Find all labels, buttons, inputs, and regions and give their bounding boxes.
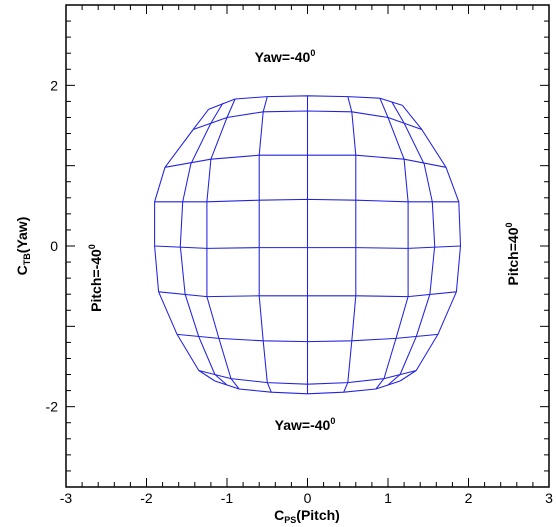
- x-tick-label: 3: [545, 490, 553, 506]
- plot-frame: [65, 4, 550, 488]
- annotation-left-sup: 0: [87, 244, 97, 249]
- annotation-left-text: Pitch=-40: [88, 249, 104, 312]
- series-line-15: [343, 96, 357, 393]
- series-line-12: [206, 98, 240, 390]
- y-axis-label-sub: TB: [22, 253, 32, 265]
- x-tick-label: 0: [304, 490, 312, 506]
- annotation-top-text: Yaw=-40: [255, 49, 311, 65]
- annotation-right-sup: 0: [504, 223, 514, 228]
- annotation-left: Pitch=-400: [87, 244, 104, 312]
- x-tick-label: -1: [221, 490, 234, 506]
- annotation-right: Pitch=400: [504, 223, 521, 286]
- series-lines: [154, 95, 462, 395]
- x-tick-label: 1: [384, 490, 392, 506]
- annotation-bottom: Yaw=-400: [275, 416, 336, 433]
- x-axis-label-rest: (Pitch): [296, 507, 340, 523]
- x-axis-label-main: C: [274, 507, 284, 523]
- series-line-16: [375, 97, 409, 390]
- y-axis-label-rest: (Yaw): [14, 217, 30, 254]
- annotation-top-sup: 0: [310, 48, 315, 58]
- series-line-1: [208, 95, 403, 110]
- y-axis-label-main: C: [14, 265, 30, 275]
- x-tick-label: -2: [140, 490, 153, 506]
- series-line-18: [399, 105, 462, 382]
- tick-labels: -3 -2 -1 0 1 2 3 -2 0 2: [46, 77, 554, 506]
- series-line-4: [154, 198, 459, 203]
- series-line-10: [154, 109, 216, 382]
- annotation-bottom-sup: 0: [330, 416, 335, 426]
- x-axis-label-sub: PS: [284, 515, 296, 525]
- y-tick-label: 2: [50, 77, 58, 93]
- annotation-top: Yaw=-400: [255, 48, 316, 65]
- x-tick-label: -3: [60, 490, 73, 506]
- series-line-11: [179, 102, 228, 386]
- annotation-right-text: Pitch=40: [505, 227, 521, 285]
- y-tick-label: -2: [46, 399, 59, 415]
- y-tick-label: 0: [50, 238, 58, 254]
- y-axis-label: CTB(Yaw): [14, 217, 32, 276]
- series-line-13: [258, 96, 272, 393]
- x-axis-label: CPS(Pitch): [274, 507, 340, 525]
- x-tick-label: 2: [465, 490, 473, 506]
- series-line-17: [387, 101, 436, 386]
- annotation-bottom-text: Yaw=-40: [275, 417, 331, 433]
